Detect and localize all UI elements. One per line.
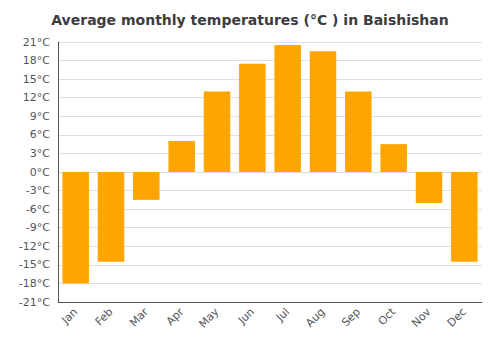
- svg-text:May: May: [196, 305, 222, 331]
- svg-text:Aug: Aug: [303, 305, 327, 329]
- svg-text:21°C: 21°C: [23, 36, 50, 49]
- svg-text:9°C: 9°C: [30, 110, 50, 123]
- svg-text:Sep: Sep: [339, 305, 363, 329]
- svg-text:-15°C: -15°C: [19, 258, 50, 271]
- svg-text:0°C: 0°C: [30, 166, 50, 179]
- svg-text:Average monthly temperatures (: Average monthly temperatures (°C ) in Ba…: [51, 12, 448, 28]
- svg-text:15°C: 15°C: [23, 73, 50, 86]
- svg-text:3°C: 3°C: [30, 147, 50, 160]
- svg-text:-21°C: -21°C: [19, 296, 50, 309]
- svg-text:6°C: 6°C: [30, 128, 50, 141]
- svg-text:Dec: Dec: [445, 305, 469, 329]
- svg-text:18°C: 18°C: [23, 54, 50, 67]
- svg-text:Oct: Oct: [376, 305, 399, 328]
- svg-text:-6°C: -6°C: [26, 203, 50, 216]
- svg-text:Mar: Mar: [127, 305, 151, 329]
- svg-text:-3°C: -3°C: [26, 184, 50, 197]
- svg-text:-9°C: -9°C: [26, 221, 50, 234]
- svg-text:Nov: Nov: [409, 305, 434, 330]
- svg-text:Jun: Jun: [235, 305, 257, 327]
- svg-text:Jul: Jul: [273, 305, 292, 324]
- svg-text:Apr: Apr: [164, 305, 187, 328]
- svg-text:Jan: Jan: [58, 305, 80, 327]
- svg-text:-18°C: -18°C: [19, 277, 50, 290]
- svg-text:12°C: 12°C: [23, 91, 50, 104]
- svg-text:-12°C: -12°C: [19, 240, 50, 253]
- svg-text:Feb: Feb: [93, 305, 116, 328]
